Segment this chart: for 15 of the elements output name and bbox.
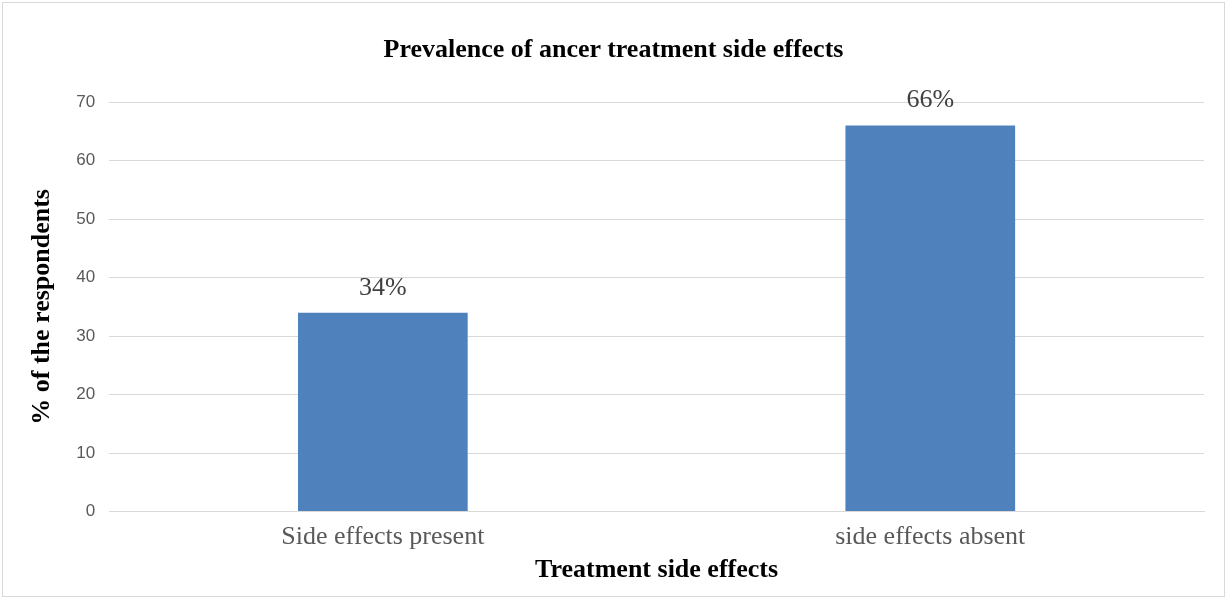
x-axis-title: Treatment side effects [535, 554, 779, 584]
data-label: 34% [359, 271, 407, 301]
y-tick-label: 10 [76, 442, 96, 462]
y-tick-label: 60 [76, 150, 96, 170]
x-tick-label: Side effects present [281, 521, 486, 551]
chart-title: Prevalence of ancer treatment side effects [383, 34, 844, 64]
data-label: 66% [906, 84, 955, 114]
y-tick-label: 40 [76, 267, 96, 287]
y-tick-label: 30 [76, 325, 96, 345]
y-tick-label: 70 [76, 91, 96, 111]
y-tick-label: 20 [76, 384, 96, 404]
y-axis-title: % of the respondents [26, 189, 56, 425]
y-tick-label: 50 [76, 208, 96, 228]
y-tick-label: 0 [85, 501, 96, 521]
x-tick-label: side effects absent [835, 521, 1027, 551]
